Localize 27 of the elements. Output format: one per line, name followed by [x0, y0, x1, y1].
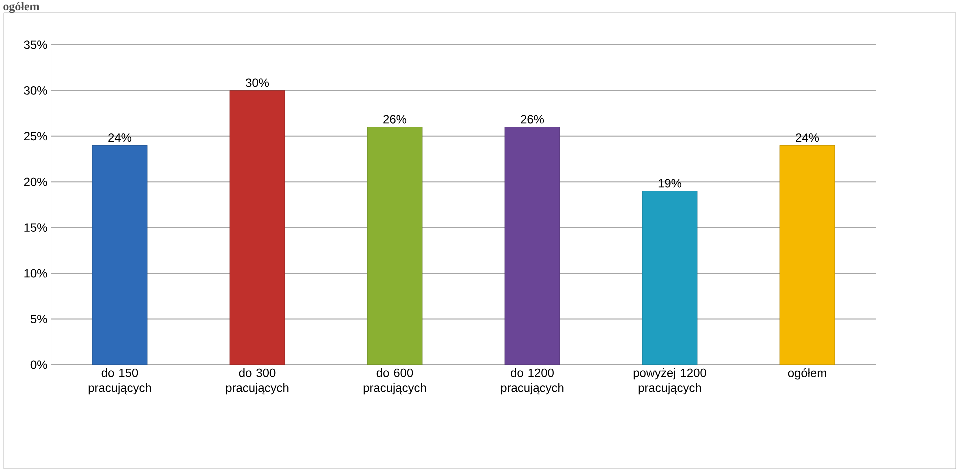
- y-tick-label: 5%: [30, 315, 48, 324]
- x-tick-label: powyżej 1200 pracujących: [634, 368, 706, 395]
- x-tick-label: do 300 pracujących: [226, 368, 289, 395]
- data-label: 19%: [658, 179, 682, 188]
- x-tick-label: ogółem: [788, 368, 826, 380]
- y-tick-label: 30%: [24, 86, 48, 95]
- data-label: 30%: [246, 78, 270, 88]
- bar: [92, 145, 148, 366]
- x-tick-label: do 600 pracujących: [364, 368, 426, 395]
- data-label: 26%: [521, 115, 544, 124]
- y-tick-label: 10%: [24, 269, 48, 278]
- data-label: 24%: [796, 134, 820, 142]
- y-tick-label: 15%: [24, 224, 48, 232]
- y-tick-label: 0%: [30, 360, 48, 370]
- data-label: 24%: [108, 134, 132, 142]
- bar: [780, 145, 836, 366]
- x-tick-label: do 1200 pracujących: [501, 368, 564, 395]
- y-tick-label: 25%: [24, 132, 48, 141]
- bar: [230, 90, 286, 366]
- y-tick-label: 35%: [24, 40, 48, 50]
- x-tick-label: do 150 pracujących: [88, 368, 152, 395]
- chart-title: ogółem: [4, 2, 40, 14]
- bar: [504, 127, 560, 366]
- data-label: 26%: [384, 115, 407, 124]
- bar: [367, 127, 423, 366]
- bar: [642, 191, 698, 366]
- y-tick-label: 20%: [24, 178, 48, 186]
